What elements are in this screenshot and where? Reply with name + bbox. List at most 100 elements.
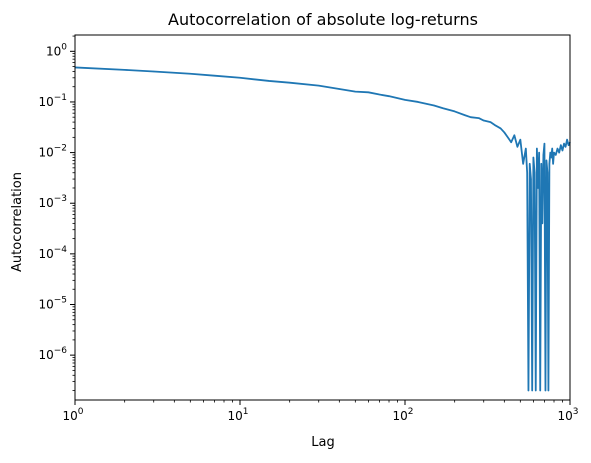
x-tick-label: 103 — [557, 407, 578, 423]
data-point — [213, 75, 216, 77]
data-point — [124, 69, 126, 71]
data-point — [503, 131, 505, 134]
x-tick-label: 102 — [392, 407, 413, 423]
y-tick-exponent: −6 — [54, 346, 68, 356]
data-point — [516, 146, 519, 148]
data-point — [551, 147, 553, 150]
data-point — [529, 163, 531, 165]
data-point — [545, 159, 548, 162]
data-point — [417, 101, 419, 103]
data-point — [563, 143, 565, 145]
data-point — [542, 154, 545, 156]
data-point — [189, 73, 191, 75]
data-point — [338, 88, 340, 90]
data-point — [535, 389, 537, 392]
y-tick-exponent: −2 — [54, 144, 67, 154]
data-point — [558, 151, 560, 154]
x-tick-label: 100 — [62, 407, 83, 423]
data-point — [500, 127, 502, 130]
data-point — [560, 144, 562, 146]
y-tick-base: 10 — [46, 44, 61, 58]
data-point — [549, 151, 551, 154]
data-point — [404, 99, 406, 101]
y-tick-exponent: −3 — [54, 194, 67, 204]
data-point — [525, 147, 527, 150]
data-point — [519, 139, 521, 141]
data-point — [547, 389, 550, 392]
data-point — [533, 172, 536, 174]
y-tick-exponent: −4 — [54, 245, 68, 255]
data-point — [470, 116, 472, 118]
data-point — [566, 139, 568, 141]
data-point — [153, 70, 155, 73]
x-tick-base: 10 — [62, 409, 77, 423]
data-point — [564, 146, 567, 148]
data-point — [442, 107, 444, 109]
data-point — [527, 389, 530, 392]
data-point — [268, 80, 270, 82]
data-point — [367, 91, 369, 93]
data-point — [539, 389, 541, 392]
y-tick-base: 10 — [38, 196, 53, 210]
y-tick-base: 10 — [38, 95, 53, 109]
data-point — [550, 156, 552, 159]
data-point — [540, 163, 542, 165]
y-tick-label: 10−5 — [38, 295, 67, 311]
y-tick-label: 10−2 — [38, 144, 67, 160]
x-tick-exponent: 0 — [78, 407, 84, 417]
x-axis-label: Lag — [311, 435, 334, 450]
data-point — [483, 119, 485, 122]
x-tick-base: 10 — [392, 409, 407, 423]
data-point — [318, 85, 320, 87]
data-point — [553, 151, 555, 154]
x-tick-base: 10 — [227, 409, 242, 423]
y-tick-exponent: −1 — [54, 93, 67, 103]
data-point — [489, 121, 492, 123]
data-point — [546, 172, 549, 174]
data-point — [494, 124, 496, 126]
data-point — [507, 136, 509, 138]
y-tick-label: 10−6 — [38, 346, 67, 362]
y-tick-base: 10 — [38, 297, 53, 311]
data-point — [388, 95, 390, 97]
x-tick-base: 10 — [557, 409, 572, 423]
data-point — [526, 172, 528, 174]
data-point — [464, 114, 466, 116]
data-point — [239, 77, 241, 79]
y-tick-exponent: −5 — [54, 295, 67, 305]
data-point — [478, 117, 480, 119]
x-tick-exponent: 3 — [573, 407, 579, 417]
data-point — [536, 147, 538, 150]
data-point — [541, 222, 543, 224]
data-point — [289, 82, 291, 84]
y-tick-base: 10 — [38, 348, 53, 362]
data-point — [532, 156, 534, 159]
x-tick-exponent: 1 — [243, 407, 249, 417]
series-line-0 — [74, 66, 571, 392]
x-tick-label: 101 — [227, 407, 248, 423]
y-tick-label: 10−3 — [38, 194, 67, 210]
data-point — [530, 178, 532, 180]
y-tick-base: 10 — [38, 247, 53, 261]
data-point — [354, 91, 356, 93]
data-point — [561, 149, 564, 152]
data-point — [543, 143, 546, 145]
y-tick-label: 100 — [46, 42, 67, 58]
data-point — [548, 163, 550, 165]
data-point — [522, 163, 524, 165]
data-point — [567, 144, 570, 146]
data-point — [556, 147, 559, 150]
data-point — [544, 389, 547, 392]
y-axis-label: Autocorrelation — [10, 172, 25, 272]
y-tick-label: 10−1 — [38, 93, 67, 109]
data-point — [510, 141, 512, 143]
data-point — [537, 187, 539, 189]
data-point — [538, 151, 540, 154]
x-tick-exponent: 2 — [408, 407, 414, 417]
y-tick-label: 10−4 — [38, 245, 67, 261]
plot-frame — [74, 34, 571, 401]
